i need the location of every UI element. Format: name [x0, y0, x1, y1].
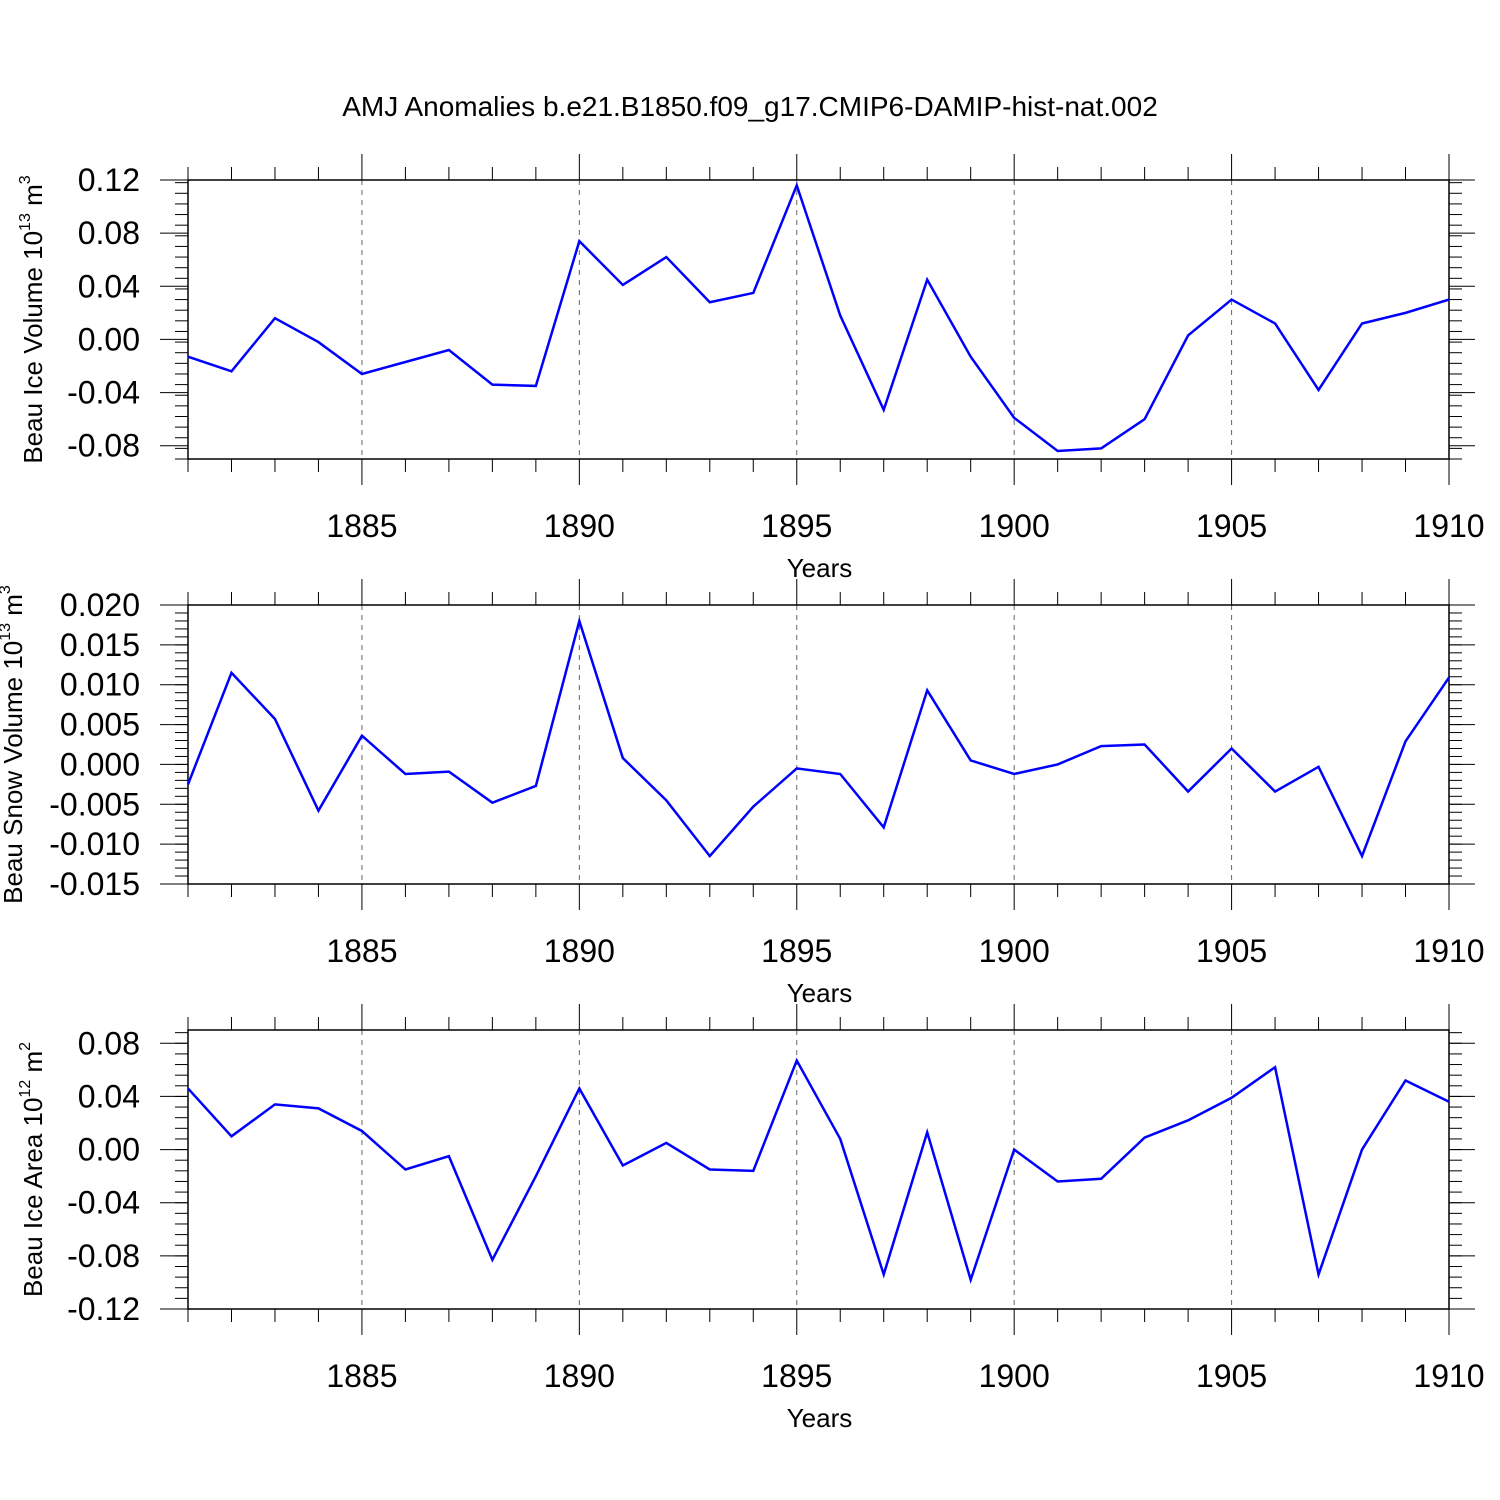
ice-area-y-tick-label: -0.12: [67, 1291, 140, 1327]
ice-volume-y-tick-label: -0.04: [67, 375, 140, 411]
snow-volume-y-axis-label-main: Beau Snow Volume 10: [0, 641, 28, 904]
ice-area-panel: 1885 1890 1895 1900 1905 1910 -0.12 -0.08 -0.04 0…: [17, 1004, 1485, 1433]
ice-area-y-axis-label-exponent: 12: [17, 1080, 34, 1098]
ice-volume-x-tick-label: 1895: [761, 508, 832, 544]
ice-volume-y-tick-label: -0.08: [67, 428, 140, 464]
ice-area-y-tick-label: -0.04: [67, 1185, 140, 1221]
ice-area-x-tick-label: 1910: [1413, 1358, 1484, 1394]
ice-volume-y-tick-label: 0.00: [78, 321, 140, 357]
ice-area-y-tick-label: 0.04: [78, 1078, 140, 1114]
ice-area-x-tick-label: 1900: [979, 1358, 1050, 1394]
ice-volume-x-tick-label: 1910: [1413, 508, 1484, 544]
ice-volume-y-tick-label: 0.04: [78, 268, 140, 304]
snow-volume-y-tick-label: -0.005: [49, 786, 140, 822]
snow-volume-y-axis-label-exponent: 13: [0, 623, 14, 641]
snow-volume-y-axis-label-unit: m: [0, 594, 28, 623]
snow-volume-y-tick-label: 0.010: [60, 667, 140, 703]
ice-area-y-tick-label: 0.00: [78, 1132, 140, 1168]
ice-volume-x-tick-label: 1900: [979, 508, 1050, 544]
ice-area-y-axis-label-main: Beau Ice Area 10: [18, 1098, 48, 1297]
snow-volume-y-tick-label: -0.015: [49, 866, 140, 902]
ice-volume-y-tick-label: 0.12: [78, 162, 140, 198]
snow-volume-x-tick-label: 1905: [1196, 933, 1267, 969]
ice-volume-plot-frame: [187, 179, 1450, 460]
ice-volume-panel: 1885 1890 1895 1900 1905 1910 -0.08 -0.04 0.00 0.…: [17, 154, 1485, 583]
snow-volume-x-tick-label: 1895: [761, 933, 832, 969]
ice-area-y-axis-label: Beau Ice Area 1012 m2: [17, 1042, 48, 1297]
snow-volume-series-line: [186, 616, 1451, 860]
ice-volume-y-axis-label-unit: m: [18, 184, 48, 213]
ice-area-y-axis-label-unit: m: [18, 1051, 48, 1080]
snow-volume-x-tick-label: 1900: [979, 933, 1050, 969]
ice-area-y-tick-label: 0.08: [78, 1025, 140, 1061]
ice-volume-x-tick-label: 1905: [1196, 508, 1267, 544]
ice-area-plot-frame: [187, 1029, 1450, 1310]
ice-area-series-line: [187, 1057, 1450, 1284]
snow-volume-panel: 1885 1890 1895 1900 1905 1910 -0.015 -0.010 -0.0…: [0, 579, 1485, 1008]
ice-volume-y-axis-label-main: Beau Ice Volume 10: [18, 231, 48, 464]
snow-volume-y-tick-label: 0.020: [60, 587, 140, 623]
snow-volume-y-tick-label: -0.010: [49, 826, 140, 862]
ice-area-x-tick-label: 1885: [326, 1358, 397, 1394]
ice-area-y-tick-label: -0.08: [67, 1238, 140, 1274]
ice-area-x-tick-label: 1890: [544, 1358, 615, 1394]
ice-volume-x-tick-label: 1885: [326, 508, 397, 544]
ice-volume-y-axis-label: Beau Ice Volume 1013 m3: [17, 175, 48, 463]
ice-volume-y-axis-label-exponent: 13: [17, 213, 34, 231]
snow-volume-y-axis-label-unit-exponent: 3: [0, 585, 14, 594]
ice-area-x-axis-label: Years: [787, 1403, 853, 1433]
ice-volume-series-line: [187, 181, 1450, 453]
ice-area-x-tick-label: 1895: [761, 1358, 832, 1394]
ice-volume-y-tick-label: 0.08: [78, 215, 140, 251]
ice-volume-x-tick-label: 1890: [544, 508, 615, 544]
snow-volume-y-tick-label: 0.005: [60, 707, 140, 743]
ice-volume-x-axis-label: Years: [787, 553, 853, 583]
snow-volume-y-axis-label: Beau Snow Volume 1013 m3: [0, 585, 28, 904]
snow-volume-y-tick-label: 0.000: [60, 746, 140, 782]
figure-title: AMJ Anomalies b.e21.B1850.f09_g17.CMIP6-…: [342, 91, 1158, 122]
snow-volume-plot-frame: [187, 604, 1450, 885]
ice-area-y-axis-label-unit-exponent: 2: [17, 1042, 34, 1051]
snow-volume-y-tick-label: 0.015: [60, 627, 140, 663]
snow-volume-x-tick-label: 1885: [326, 933, 397, 969]
ice-area-x-tick-label: 1905: [1196, 1358, 1267, 1394]
snow-volume-x-tick-label: 1910: [1413, 933, 1484, 969]
snow-volume-x-tick-label: 1890: [544, 933, 615, 969]
snow-volume-x-axis-label: Years: [787, 978, 853, 1008]
ice-volume-y-axis-label-unit-exponent: 3: [17, 175, 34, 184]
